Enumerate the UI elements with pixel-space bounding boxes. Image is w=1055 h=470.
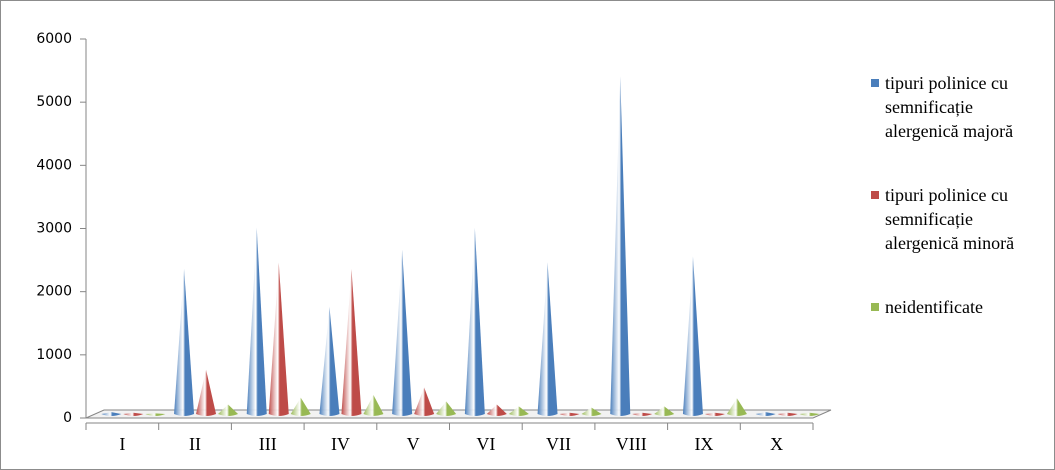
cone xyxy=(486,404,507,416)
cone xyxy=(414,387,435,416)
y-tick-label: 0 xyxy=(63,410,72,426)
cone xyxy=(654,406,675,416)
x-tick-label: VI xyxy=(476,434,495,454)
legend-label: tipuri polinice cu semnificație alergeni… xyxy=(885,185,1015,253)
cone xyxy=(726,398,747,416)
legend-label: neidentificate xyxy=(885,297,983,317)
x-tick-label: IX xyxy=(694,434,713,454)
cone xyxy=(145,413,166,416)
cone xyxy=(610,76,631,416)
y-tick-label: 2000 xyxy=(36,284,72,300)
x-tick-label: III xyxy=(259,434,277,454)
cone xyxy=(341,268,362,416)
cone xyxy=(363,395,384,416)
cone xyxy=(755,412,776,416)
legend-item: neidentificate xyxy=(869,295,1049,319)
x-tick-label: X xyxy=(770,434,783,454)
cone xyxy=(682,256,703,416)
legend-swatch xyxy=(871,303,879,311)
y-tick-label: 1000 xyxy=(36,347,72,363)
cone xyxy=(464,227,485,416)
x-tick-label: VII xyxy=(546,434,571,454)
legend-swatch xyxy=(871,191,879,199)
cone xyxy=(218,404,239,416)
cone xyxy=(246,227,267,416)
cone xyxy=(537,262,558,416)
cone xyxy=(777,412,798,416)
legend-item: tipuri polinice cu semnificație alergeni… xyxy=(869,183,1049,255)
x-tick-label: V xyxy=(407,434,420,454)
y-tick-label: 5000 xyxy=(36,94,72,110)
legend-label: tipuri polinice cu semnificație alergeni… xyxy=(885,73,1014,141)
cone xyxy=(174,268,195,416)
cone xyxy=(123,412,144,416)
cone xyxy=(101,412,122,416)
x-tick-label: II xyxy=(189,434,201,454)
x-tick-label: IV xyxy=(331,434,350,454)
y-tick-label: 6000 xyxy=(36,31,72,47)
cone xyxy=(290,397,311,416)
cone xyxy=(581,407,602,416)
legend-item: tipuri polinice cu semnificație alergeni… xyxy=(869,71,1049,143)
cone xyxy=(508,406,529,416)
cone xyxy=(559,412,580,416)
x-tick-label: VIII xyxy=(616,434,647,454)
cone xyxy=(799,412,820,416)
cone xyxy=(704,412,725,416)
y-tick-label: 4000 xyxy=(36,157,72,173)
legend: tipuri polinice cu semnificație alergeni… xyxy=(869,71,1049,359)
cone xyxy=(632,412,653,416)
cone xyxy=(196,369,217,416)
cone xyxy=(436,401,457,416)
cone xyxy=(392,249,413,416)
legend-swatch xyxy=(871,79,879,87)
cone xyxy=(268,262,289,416)
x-tick-label: I xyxy=(119,434,125,454)
y-tick-label: 3000 xyxy=(36,221,72,237)
cone xyxy=(319,306,340,416)
